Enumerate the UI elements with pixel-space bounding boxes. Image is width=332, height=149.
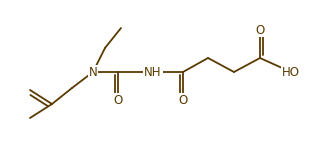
Text: N: N — [89, 66, 97, 79]
Text: O: O — [255, 24, 265, 37]
Text: O: O — [113, 94, 123, 107]
Text: NH: NH — [144, 66, 162, 79]
Text: HO: HO — [282, 66, 300, 79]
Text: O: O — [178, 94, 188, 107]
